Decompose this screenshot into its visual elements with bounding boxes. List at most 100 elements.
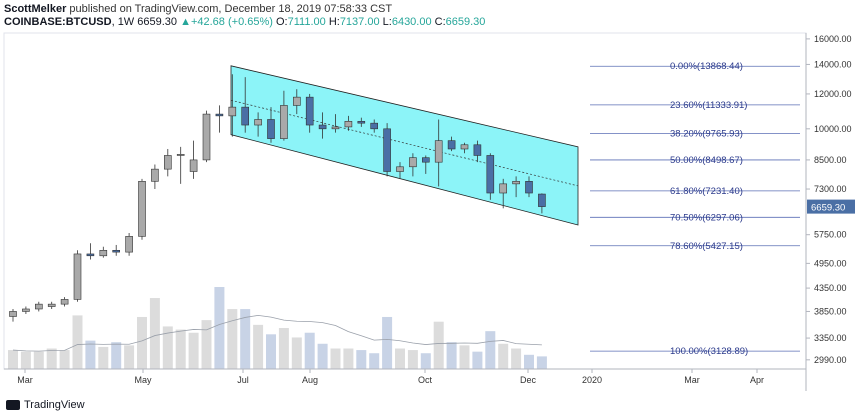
symbol-info: COINBASE:BTCUSD, 1W 6659.30 ▲+42.68 (+0.… xyxy=(4,16,486,28)
candle-body[interactable] xyxy=(138,181,146,237)
volume-moving-average xyxy=(12,314,542,352)
time-tick-label: Mar xyxy=(684,375,700,385)
candle-body[interactable] xyxy=(164,155,172,170)
volume-bar xyxy=(498,343,509,369)
volume-bar xyxy=(291,337,302,369)
fib-level-label: 100.00%(3128.89) xyxy=(670,346,748,357)
candle-body[interactable] xyxy=(473,144,482,156)
published-text: published on TradingView.com, December 1… xyxy=(69,3,393,15)
candle-body[interactable] xyxy=(22,308,30,312)
candle-body[interactable] xyxy=(176,154,185,156)
price-tick-label: 3850.00 xyxy=(814,306,847,316)
candle-body[interactable] xyxy=(499,183,508,194)
volume-bar xyxy=(382,316,393,369)
fib-level-label: 70.50%(6297.06) xyxy=(670,212,743,223)
volume-bar xyxy=(162,326,173,369)
candle-body[interactable] xyxy=(460,144,469,150)
candle-body[interactable] xyxy=(421,157,430,163)
candle-body[interactable] xyxy=(99,249,108,257)
volume-bar xyxy=(369,353,380,369)
time-tick-label: 2020 xyxy=(582,375,602,385)
candle-body[interactable] xyxy=(267,119,275,139)
candle-body[interactable] xyxy=(125,236,133,253)
candle-body[interactable] xyxy=(331,126,340,130)
time-tick-label: Apr xyxy=(750,375,764,385)
candle-body[interactable] xyxy=(512,181,520,185)
candle-body[interactable] xyxy=(318,124,327,130)
symbol[interactable]: COINBASE:BTCUSD xyxy=(4,16,112,28)
volume-bars xyxy=(8,287,547,369)
volume-bar xyxy=(511,348,522,369)
candle-body[interactable] xyxy=(370,122,379,130)
time-tick-label: May xyxy=(134,375,152,385)
candle-body[interactable] xyxy=(60,299,69,305)
candle-body[interactable] xyxy=(112,249,120,253)
fibonacci-levels: 0.00%(13868.44) 23.60%(11333.91) 38.20%(97… xyxy=(590,61,800,357)
candle-body[interactable] xyxy=(409,157,417,168)
channel-area[interactable] xyxy=(230,65,579,226)
time-tick-label: Aug xyxy=(302,375,318,385)
candle-body[interactable] xyxy=(73,253,82,300)
volume-bar xyxy=(149,298,160,369)
price-tick-label: 4950.00 xyxy=(814,258,847,268)
candle-body[interactable] xyxy=(396,166,404,172)
candle-body[interactable] xyxy=(280,105,288,139)
price-tick-label: 3350.00 xyxy=(814,333,847,343)
time-axis: Mar May Jul Aug Oct Dec 2020 Mar Apr xyxy=(4,368,806,385)
volume-bar xyxy=(472,351,483,369)
brand-name: TradingView xyxy=(24,399,85,411)
volume-bar xyxy=(356,350,367,369)
candle-body[interactable] xyxy=(228,106,237,117)
author-name[interactable]: ScottMelker xyxy=(4,3,67,15)
volume-bar xyxy=(214,287,225,369)
volume-bar xyxy=(124,345,135,369)
candle-body[interactable] xyxy=(344,121,353,128)
close-value: 6659.30 xyxy=(445,16,486,28)
tradingview-logo[interactable]: TradingView xyxy=(6,399,85,411)
volume-bar xyxy=(446,342,457,369)
chart-grid xyxy=(3,32,807,370)
candle-body[interactable] xyxy=(47,303,56,307)
volume-bar xyxy=(485,331,496,369)
candle-body[interactable] xyxy=(434,140,443,163)
candle-body[interactable] xyxy=(241,106,249,126)
candle-body[interactable] xyxy=(151,168,159,182)
volume-bar xyxy=(536,356,547,369)
volume-bar xyxy=(240,309,251,369)
price-tick-label: 2990.00 xyxy=(814,355,847,365)
plot-frame xyxy=(3,32,807,370)
descending-channel xyxy=(230,65,579,226)
candle-body[interactable] xyxy=(357,121,366,124)
current-price-label: 6659.30 xyxy=(811,203,845,214)
candle-body[interactable] xyxy=(538,193,546,207)
fib-level-label: 38.20%(9765.93) xyxy=(670,128,743,139)
publish-info: ScottMelker published on TradingView.com… xyxy=(4,3,392,15)
candle-body[interactable] xyxy=(215,113,224,117)
volume-bar xyxy=(317,343,328,369)
volume-bar xyxy=(72,315,83,369)
candle-body[interactable] xyxy=(86,253,95,257)
volume-bar xyxy=(330,348,341,369)
candle-body[interactable] xyxy=(202,113,211,161)
candlesticks xyxy=(9,74,546,322)
candle-body[interactable] xyxy=(447,140,456,150)
candle-body[interactable] xyxy=(189,159,198,172)
fib-level-label: 0.00%(13868.44) xyxy=(670,61,743,72)
candle-body[interactable] xyxy=(292,96,301,106)
candle-body[interactable] xyxy=(525,181,533,194)
candle-body[interactable] xyxy=(305,96,314,126)
candle-body[interactable] xyxy=(486,155,495,194)
candle-body[interactable] xyxy=(34,303,43,310)
candle-body[interactable] xyxy=(383,128,391,172)
fib-level-label: 78.60%(5427.15) xyxy=(670,241,743,252)
volume-bar xyxy=(395,348,405,369)
candle-body[interactable] xyxy=(254,119,262,126)
volume-bar xyxy=(111,342,122,369)
fib-level-label: 50.00%(8498.67) xyxy=(670,155,743,166)
price-tick-label: 8500.00 xyxy=(814,155,847,165)
last-price: 6659.30 xyxy=(137,16,178,28)
volume-bar xyxy=(98,346,109,369)
candle-body[interactable] xyxy=(9,311,17,317)
time-tick-label: Oct xyxy=(418,375,433,385)
